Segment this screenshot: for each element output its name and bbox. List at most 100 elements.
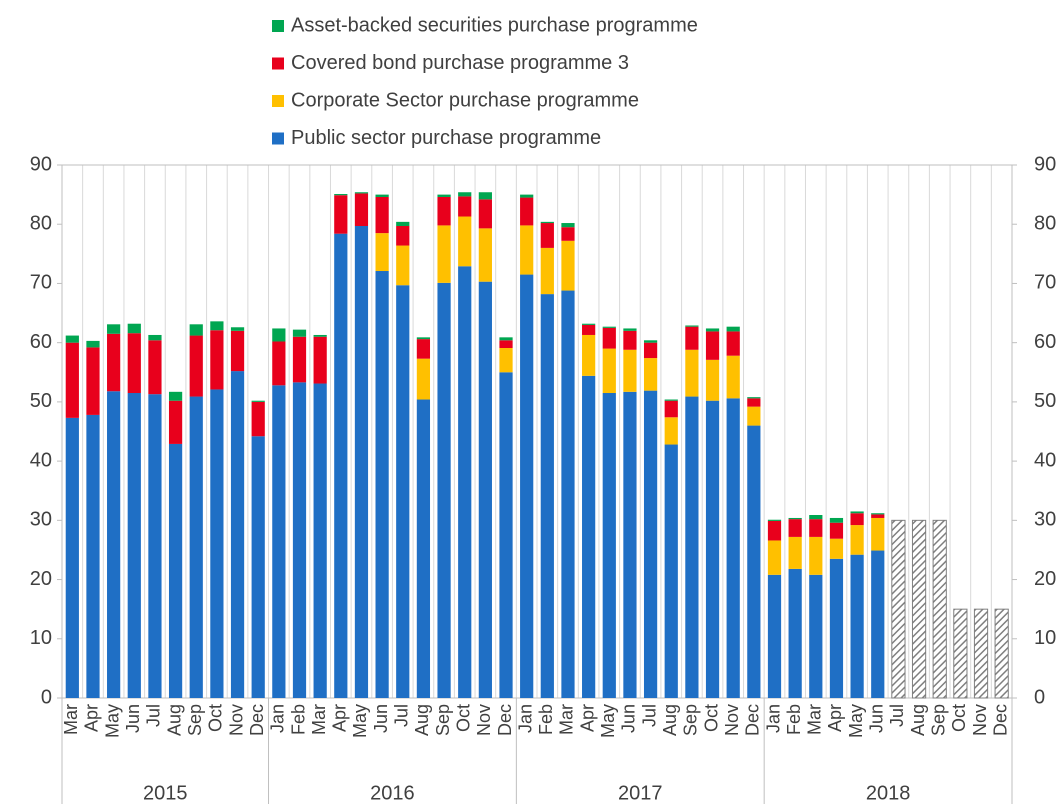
bar-segment: [148, 334, 162, 341]
bar-segment: [272, 341, 286, 386]
bar-segment: [726, 331, 740, 356]
x-tick-label: Nov: [970, 704, 990, 736]
hatched-bar: [994, 608, 1009, 699]
bar-segment: [437, 282, 451, 698]
bar-segment: [520, 194, 534, 198]
bar-segment: [168, 400, 183, 444]
hatched-bar: [973, 608, 989, 699]
bar-segment: [478, 228, 492, 282]
plot-frame: [61, 164, 1013, 699]
bar-segment: [520, 274, 534, 698]
bar-segment: [416, 337, 431, 340]
bar-segment: [726, 326, 740, 332]
x-tick-label: May: [598, 704, 618, 738]
x-tick-label: Aug: [660, 704, 680, 736]
legend-label: Public sector purchase programme: [291, 127, 601, 149]
bar-segment: [602, 326, 616, 328]
legend-swatch: [272, 20, 284, 32]
bar-segment: [809, 536, 823, 575]
bar-segment: [230, 330, 245, 372]
y-tick-label: 10: [30, 627, 52, 649]
bar-segment: [829, 558, 844, 698]
bar-segment: [230, 371, 245, 698]
x-tick-label: Oct: [206, 704, 226, 732]
bar-segment: [705, 328, 720, 332]
x-tick-label: May: [350, 704, 370, 738]
x-tick-label: Dec: [990, 704, 1010, 736]
x-tick-label: Apr: [330, 704, 350, 732]
legend-swatch: [272, 95, 284, 107]
plot: 0 10 20 30 40 50 60 70 80 90 0 10 20 30 40 50 60 70 80 90 Ma…: [30, 14, 1056, 804]
x-tick-label: Jun: [371, 704, 391, 733]
legend-swatch: [272, 132, 284, 145]
x-tick-label: Aug: [164, 704, 184, 736]
x-tick-label: Apr: [577, 704, 597, 732]
bar-segment: [664, 444, 678, 698]
x-tick-label: Sep: [681, 704, 701, 736]
bar-segment: [561, 290, 575, 698]
bar-segment: [478, 192, 492, 200]
x-tick-label: Oct: [453, 704, 473, 732]
x-tick-label: Dec: [247, 704, 267, 736]
x-tick-label: Apr: [825, 704, 845, 732]
bar-segment: [582, 334, 596, 376]
bar-segment: [767, 519, 782, 521]
bar-segment: [871, 517, 885, 551]
x-tick-label: Jul: [639, 704, 659, 727]
x-tick-label: Dec: [495, 704, 515, 736]
bar-segment: [334, 195, 348, 234]
bar-segment: [788, 519, 802, 537]
bar-segment: [747, 406, 761, 426]
bar-segment: [685, 396, 699, 698]
bar-segment: [499, 337, 513, 341]
x-tick-label: Sep: [928, 704, 948, 736]
bar-segment: [726, 355, 740, 399]
bar-segment: [458, 266, 472, 698]
bar-segment: [540, 294, 554, 698]
hatched-bar: [953, 608, 968, 699]
bar-segment: [65, 335, 79, 343]
bar-segment: [168, 391, 183, 401]
x-tick-label: Dec: [743, 704, 763, 736]
bar-segment: [747, 397, 761, 399]
x-tick-label: Jun: [867, 704, 887, 733]
bar-segment: [458, 196, 472, 217]
year-label: 2015: [143, 782, 188, 804]
x-tick-label: Feb: [784, 704, 804, 735]
bar-segment: [788, 536, 802, 569]
bar-segment: [416, 358, 431, 400]
bar-segment: [623, 330, 637, 350]
bar-segment: [685, 325, 699, 327]
bar-segment: [499, 340, 513, 348]
bar-segment: [396, 245, 410, 286]
legend-label: Covered bond purchase programme 3: [291, 52, 629, 74]
x-tick-label: Feb: [288, 704, 308, 735]
bar-segment: [478, 199, 492, 229]
bar-segment: [313, 336, 327, 384]
bar-segment: [561, 223, 575, 228]
bar-segment: [643, 340, 658, 343]
bar-segment: [272, 385, 286, 698]
x-tick-label: Jun: [123, 704, 143, 733]
y2-tick-label: 40: [1034, 449, 1056, 471]
bar-segment: [643, 342, 658, 359]
x-tick-label: Oct: [701, 704, 721, 732]
year-label: 2016: [370, 782, 415, 804]
x-tick-label: Sep: [433, 704, 453, 736]
x-tick-label: Mar: [805, 704, 825, 735]
x-tick-label: Jan: [515, 704, 535, 733]
x-tick-label: Oct: [949, 704, 969, 732]
bar-segment: [602, 327, 616, 349]
bar-segment: [313, 334, 327, 337]
bar-segment: [210, 321, 224, 331]
bar-segment: [829, 522, 844, 539]
y-tick-label: 90: [30, 153, 52, 175]
x-tick-label: Mar: [309, 704, 329, 735]
bar-segment: [437, 194, 451, 197]
bar-segment: [86, 347, 100, 415]
bar-segment: [705, 400, 720, 698]
bar-segment: [396, 225, 410, 246]
legend-label: Asset-backed securities purchase program…: [291, 14, 698, 36]
x-tick-label: May: [846, 704, 866, 738]
hatched-bar: [932, 519, 947, 699]
